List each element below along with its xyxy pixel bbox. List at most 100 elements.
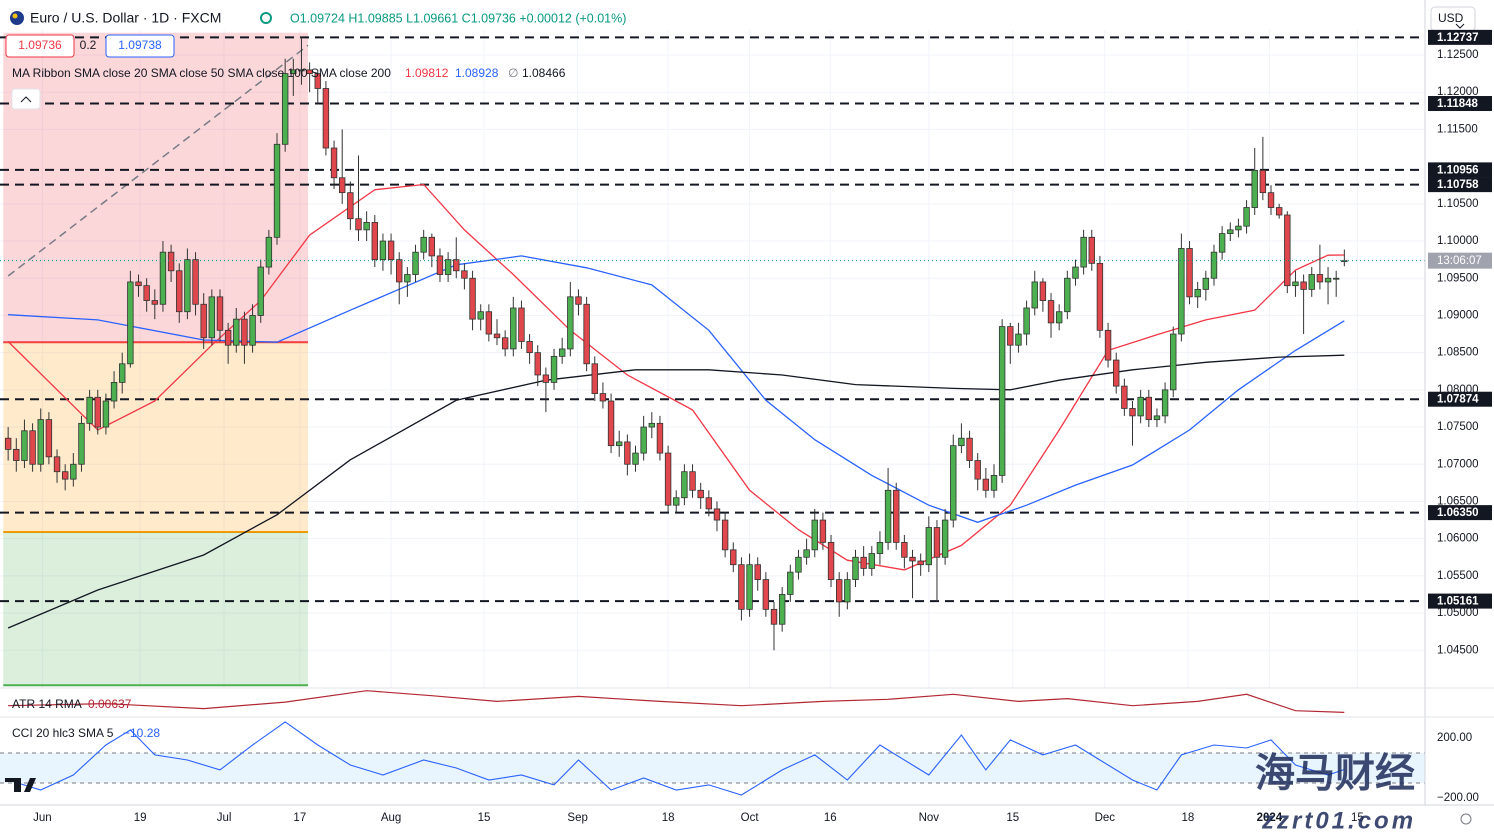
ohlc-readout: O1.09724 H1.09885 L1.09661 C1.09736 +0.0… bbox=[290, 11, 626, 25]
candle-body bbox=[159, 251, 167, 305]
candle-body bbox=[127, 281, 134, 365]
sell-button[interactable] bbox=[5, 34, 75, 58]
candle-body bbox=[322, 88, 330, 149]
ma-line bbox=[8, 255, 1345, 523]
candle-body bbox=[485, 311, 493, 335]
candle-body bbox=[803, 549, 810, 558]
countdown-bg bbox=[1428, 252, 1492, 269]
candle-body bbox=[787, 571, 794, 595]
candle-body bbox=[224, 329, 232, 346]
candle-body bbox=[1088, 236, 1095, 264]
candle-body bbox=[974, 460, 981, 480]
candle-body bbox=[1186, 248, 1193, 298]
x-tick-label: Nov bbox=[919, 812, 940, 824]
candle-body bbox=[1121, 385, 1128, 409]
ma-line bbox=[7, 183, 1345, 571]
candle-body bbox=[1194, 288, 1201, 298]
candle-body bbox=[990, 475, 998, 491]
level-label: 1.06350 bbox=[1437, 507, 1479, 519]
x-tick-label: Jul bbox=[217, 812, 232, 824]
candle-body bbox=[249, 315, 256, 346]
main-pane bbox=[0, 30, 1425, 688]
price-axis-bg bbox=[1425, 0, 1494, 835]
watermark: 海马财经 bbox=[1255, 752, 1415, 796]
candle-body bbox=[811, 519, 818, 551]
x-tick-label: 19 bbox=[134, 812, 147, 824]
y-tick-label: 1.07000 bbox=[1437, 458, 1479, 470]
candle-body bbox=[770, 608, 778, 625]
candle-body bbox=[697, 489, 704, 499]
candle-body bbox=[1137, 396, 1144, 417]
candle-body bbox=[510, 307, 517, 350]
candle-body bbox=[681, 471, 688, 499]
candle-body bbox=[387, 240, 395, 261]
candle-body bbox=[13, 448, 20, 461]
candle-body bbox=[795, 556, 802, 573]
candle-body bbox=[167, 251, 175, 272]
candle-body bbox=[86, 396, 93, 424]
candle-body bbox=[827, 541, 835, 580]
candle-body bbox=[119, 363, 126, 383]
candle-body bbox=[306, 69, 313, 75]
candle-body bbox=[314, 73, 321, 89]
candle-body bbox=[1308, 274, 1315, 290]
buy-button[interactable] bbox=[105, 34, 175, 58]
candle-body bbox=[200, 303, 207, 339]
candle-body bbox=[664, 452, 672, 506]
candle-body bbox=[1243, 207, 1250, 227]
y-tick-label: 1.06000 bbox=[1437, 533, 1479, 545]
candle-body bbox=[998, 326, 1006, 476]
candle-body bbox=[542, 374, 550, 383]
candle-body bbox=[550, 355, 558, 383]
candle-body bbox=[1251, 169, 1258, 208]
x-tick-label: Oct bbox=[741, 812, 760, 824]
level-label-bg bbox=[1428, 391, 1492, 407]
candle-body bbox=[1015, 333, 1022, 346]
level-label-bg bbox=[1428, 29, 1492, 45]
candle-body bbox=[1145, 396, 1152, 421]
candle-body bbox=[501, 337, 509, 350]
candle-body bbox=[656, 422, 664, 454]
level-label-bg bbox=[1428, 162, 1492, 178]
settings-icon[interactable] bbox=[1460, 813, 1472, 825]
y-tick-label: 1.10500 bbox=[1437, 198, 1479, 210]
y-tick-label: 1.05500 bbox=[1437, 570, 1479, 582]
candle-body bbox=[151, 300, 159, 305]
candle-body bbox=[192, 259, 199, 305]
y-tick-label: 1.06500 bbox=[1437, 495, 1479, 507]
candle-body bbox=[1064, 277, 1071, 313]
collapse-button[interactable] bbox=[11, 88, 41, 110]
candle-body bbox=[558, 348, 566, 357]
y-tick-label: 1.11500 bbox=[1437, 123, 1478, 135]
candle-body bbox=[852, 556, 859, 580]
level-label-bg bbox=[1428, 593, 1492, 609]
ma-value: 1.09812 bbox=[405, 66, 449, 80]
ma-value: 1.08928 bbox=[455, 66, 499, 80]
candle-body bbox=[420, 236, 427, 253]
candle-body bbox=[632, 452, 639, 465]
candle-body bbox=[860, 556, 867, 569]
level-label: 1.10758 bbox=[1437, 179, 1479, 191]
x-tick-label: 15 bbox=[1351, 812, 1364, 824]
candle-body bbox=[37, 419, 44, 465]
candle-body bbox=[78, 422, 85, 465]
candle-body bbox=[347, 192, 354, 220]
candle-body bbox=[4, 437, 12, 450]
candle-body bbox=[412, 251, 419, 275]
candle-body bbox=[762, 579, 770, 610]
symbol-icon bbox=[10, 11, 24, 25]
candle-body bbox=[135, 281, 142, 287]
market-status[interactable] bbox=[260, 12, 272, 24]
cci-line bbox=[7, 721, 1345, 796]
x-tick-label: Dec bbox=[1095, 812, 1116, 824]
candle-body bbox=[61, 471, 69, 480]
candle-body bbox=[1300, 281, 1307, 290]
y-tick-label: 1.04500 bbox=[1437, 644, 1479, 656]
cci-tick-label: −200.00 bbox=[1437, 792, 1479, 804]
symbol-icon-dot bbox=[12, 13, 18, 19]
candle-body bbox=[298, 69, 305, 72]
candle-body bbox=[396, 259, 403, 283]
candle-body bbox=[208, 296, 216, 339]
candle-body bbox=[958, 437, 965, 447]
